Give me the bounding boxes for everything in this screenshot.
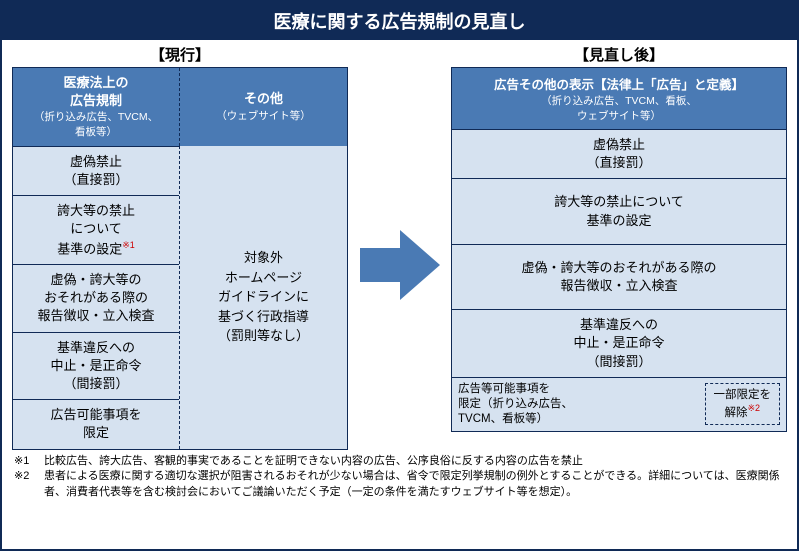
current-cell: 広告可能事項を限定 — [13, 399, 179, 448]
footnote-text: 比較広告、誇大広告、客観的事実であることを証明できない内容の広告、公序良俗に反す… — [44, 454, 583, 470]
revised-header: 広告その他の表示【法律上「広告」と定義】 （折り込み広告、TVCM、看板、ウェブ… — [452, 68, 786, 129]
current-header-left-sub: （折り込み広告、TVCM、看板等） — [34, 110, 158, 139]
current-box: 医療法上の広告規制 （折り込み広告、TVCM、看板等） その他 （ウェブサイト等… — [12, 67, 348, 450]
partial-release-box: 一部限定を解除※2 — [705, 383, 781, 426]
revised-body: 虚偽禁止（直接罰）誇大等の禁止について基準の設定虚偽・誇大等のおそれがある際の報… — [452, 129, 786, 431]
footnote-ref: ※1 — [122, 240, 135, 250]
current-header-left: 医療法上の広告規制 （折り込み広告、TVCM、看板等） — [13, 68, 180, 146]
revised-last-text: 広告等可能事項を限定（折り込み広告、TVCM、看板等） — [458, 382, 701, 427]
footnote-row: ※1比較広告、誇大広告、客観的事実であることを証明できない内容の広告、公序良俗に… — [14, 454, 785, 470]
revised-last-cell: 広告等可能事項を限定（折り込み広告、TVCM、看板等）一部限定を解除※2 — [452, 377, 786, 431]
revised-cell: 誇大等の禁止について基準の設定 — [452, 178, 786, 243]
footnote-ref: ※2 — [747, 403, 760, 413]
current-header-right-sub: （ウェブサイト等） — [216, 109, 311, 124]
revised-label: 【見直し後】 — [451, 44, 787, 65]
current-cell: 誇大等の禁止について基準の設定※1 — [13, 195, 179, 264]
current-body-right: 対象外ホームページガイドラインに基づく行政指導（罰則等なし） — [180, 146, 347, 449]
revised-cell: 基準違反への中止・是正命令（間接罰） — [452, 309, 786, 377]
title-bar: 医療に関する広告規制の見直し — [2, 2, 797, 40]
current-cell: 虚偽・誇大等のおそれがある際の報告徴収・立入検査 — [13, 264, 179, 332]
arrow-icon — [360, 230, 440, 305]
revised-column: 【見直し後】 広告その他の表示【法律上「広告」と定義】 （折り込み広告、TVCM… — [451, 44, 787, 450]
revised-header-title: 広告その他の表示【法律上「広告」と定義】 — [456, 74, 782, 93]
current-header-right: その他 （ウェブサイト等） — [180, 68, 347, 146]
revised-cell: 虚偽禁止（直接罰） — [452, 129, 786, 178]
footnote-label: ※2 — [14, 469, 44, 501]
revised-cell: 虚偽・誇大等のおそれがある際の報告徴収・立入検査 — [452, 244, 786, 309]
current-label: 【現行】 — [12, 44, 348, 65]
revised-header-sub: （折り込み広告、TVCM、看板、ウェブサイト等） — [456, 93, 782, 123]
current-body-left: 虚偽禁止（直接罰）誇大等の禁止について基準の設定※1虚偽・誇大等のおそれがある際… — [13, 146, 180, 449]
current-cell: 虚偽禁止（直接罰） — [13, 146, 179, 195]
footnotes: ※1比較広告、誇大広告、客観的事実であることを証明できない内容の広告、公序良俗に… — [2, 450, 797, 508]
footnote-row: ※2患者による医療に関する適切な選択が阻害されるおそれが少ない場合は、省令で限定… — [14, 469, 785, 501]
diagram-container: 医療に関する広告規制の見直し 【現行】 医療法上の広告規制 （折り込み広告、TV… — [0, 0, 799, 551]
current-header-left-title: 医療法上の広告規制 — [63, 74, 128, 110]
main-area: 【現行】 医療法上の広告規制 （折り込み広告、TVCM、看板等） その他 （ウェ… — [2, 40, 797, 450]
current-column: 【現行】 医療法上の広告規制 （折り込み広告、TVCM、看板等） その他 （ウェ… — [12, 44, 348, 450]
current-cell: 基準違反への中止・是正命令（間接罰） — [13, 332, 179, 400]
footnote-text: 患者による医療に関する適切な選択が阻害されるおそれが少ない場合は、省令で限定列挙… — [44, 469, 785, 501]
revised-box: 広告その他の表示【法律上「広告」と定義】 （折り込み広告、TVCM、看板、ウェブ… — [451, 67, 787, 432]
footnote-label: ※1 — [14, 454, 44, 470]
current-header-right-title: その他 — [244, 90, 283, 108]
